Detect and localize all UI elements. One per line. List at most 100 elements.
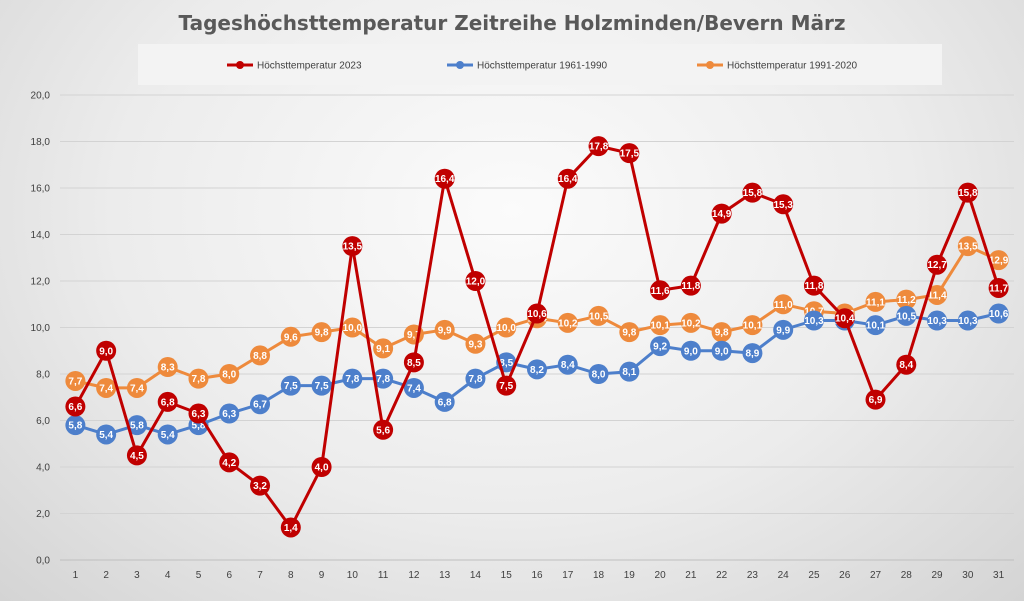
- data-point[interactable]: [742, 182, 763, 203]
- legend-label: Höchsttemperatur 2023: [257, 61, 362, 72]
- data-point[interactable]: [927, 254, 948, 275]
- data-point[interactable]: [803, 275, 824, 296]
- legend-item[interactable]: Höchsttemperatur 1991-2020: [697, 61, 858, 72]
- data-point[interactable]: [834, 308, 855, 329]
- data-point[interactable]: [988, 303, 1009, 324]
- data-point[interactable]: [680, 312, 701, 333]
- data-point[interactable]: [557, 354, 578, 375]
- data-label: 9,8: [715, 328, 729, 339]
- data-point[interactable]: [465, 333, 486, 354]
- data-point[interactable]: [619, 361, 640, 382]
- data-label: 10,6: [989, 309, 1009, 320]
- data-point[interactable]: [65, 415, 86, 436]
- data-point[interactable]: [126, 415, 147, 436]
- data-label: 8,8: [253, 351, 267, 362]
- legend-item[interactable]: Höchsttemperatur 1961-1990: [447, 61, 608, 72]
- data-point[interactable]: [865, 315, 886, 336]
- data-point[interactable]: [680, 340, 701, 361]
- data-point[interactable]: [803, 310, 824, 331]
- data-point[interactable]: [126, 445, 147, 466]
- data-point[interactable]: [896, 289, 917, 310]
- data-point[interactable]: [250, 475, 271, 496]
- data-point[interactable]: [957, 236, 978, 257]
- data-point[interactable]: [280, 375, 301, 396]
- data-point[interactable]: [865, 291, 886, 312]
- data-point[interactable]: [96, 377, 117, 398]
- data-point[interactable]: [96, 340, 117, 361]
- data-point[interactable]: [588, 305, 609, 326]
- data-point[interactable]: [311, 322, 332, 343]
- data-point[interactable]: [157, 391, 178, 412]
- data-point[interactable]: [650, 336, 671, 357]
- data-point[interactable]: [373, 368, 394, 389]
- data-point[interactable]: [773, 319, 794, 340]
- data-point[interactable]: [742, 343, 763, 364]
- data-point[interactable]: [280, 517, 301, 538]
- data-point[interactable]: [711, 203, 732, 224]
- data-point[interactable]: [373, 419, 394, 440]
- data-point[interactable]: [680, 275, 701, 296]
- data-point[interactable]: [96, 424, 117, 445]
- data-point[interactable]: [403, 377, 424, 398]
- data-point[interactable]: [742, 315, 763, 336]
- data-point[interactable]: [711, 322, 732, 343]
- data-point[interactable]: [342, 368, 363, 389]
- data-point[interactable]: [65, 396, 86, 417]
- plot-area: 7,7 7,4 7,4 8,3 7,8 8,0 8,8 9,6 9,8 10,0 9,1 9,7 9,9…: [65, 136, 1009, 538]
- legend[interactable]: Höchsttemperatur 2023 Höchsttemperatur 19…: [227, 61, 858, 72]
- data-point[interactable]: [711, 340, 732, 361]
- data-point[interactable]: [219, 364, 240, 384]
- data-point[interactable]: [650, 315, 671, 336]
- data-point[interactable]: [434, 168, 455, 189]
- data-point[interactable]: [219, 452, 240, 473]
- series-2[interactable]: 6,6 9,0 4,5 6,8 6,3 4,2 3,2 1,4 4,0 13,5 5,6 8,5 16,…: [65, 136, 1009, 538]
- data-point[interactable]: [126, 377, 147, 398]
- data-point[interactable]: [65, 370, 86, 391]
- data-point[interactable]: [896, 354, 917, 375]
- data-label: 4,0: [315, 463, 329, 474]
- data-point[interactable]: [988, 250, 1009, 271]
- data-point[interactable]: [988, 277, 1009, 298]
- legend-item[interactable]: Höchsttemperatur 2023: [227, 61, 362, 72]
- data-point[interactable]: [557, 312, 578, 333]
- data-point[interactable]: [588, 364, 609, 384]
- data-point[interactable]: [219, 403, 240, 424]
- data-point[interactable]: [434, 391, 455, 412]
- data-point[interactable]: [896, 305, 917, 326]
- data-point[interactable]: [865, 389, 886, 410]
- data-point[interactable]: [957, 182, 978, 203]
- data-point[interactable]: [773, 294, 794, 315]
- data-point[interactable]: [188, 403, 209, 424]
- data-point[interactable]: [557, 168, 578, 189]
- data-point[interactable]: [465, 271, 486, 291]
- data-point[interactable]: [527, 303, 547, 324]
- data-point[interactable]: [465, 368, 486, 389]
- data-point[interactable]: [157, 357, 178, 378]
- data-point[interactable]: [280, 326, 301, 347]
- data-point[interactable]: [311, 457, 332, 477]
- data-point[interactable]: [157, 424, 178, 445]
- data-label: 6,3: [192, 409, 206, 420]
- data-point[interactable]: [927, 310, 948, 331]
- data-point[interactable]: [373, 338, 394, 359]
- data-point[interactable]: [619, 322, 640, 343]
- data-point[interactable]: [773, 194, 794, 215]
- data-point[interactable]: [496, 317, 517, 338]
- data-point[interactable]: [527, 359, 547, 380]
- x-tick-label: 7: [257, 570, 263, 581]
- data-point[interactable]: [496, 375, 517, 396]
- data-point[interactable]: [588, 136, 609, 157]
- data-point[interactable]: [434, 319, 455, 340]
- data-point[interactable]: [342, 317, 363, 338]
- data-point[interactable]: [957, 310, 978, 331]
- data-label: 10,3: [804, 316, 824, 327]
- data-point[interactable]: [188, 368, 209, 389]
- data-point[interactable]: [619, 143, 640, 164]
- data-point[interactable]: [927, 284, 948, 305]
- data-point[interactable]: [250, 394, 271, 415]
- data-point[interactable]: [250, 345, 271, 366]
- data-point[interactable]: [650, 280, 671, 301]
- data-point[interactable]: [403, 352, 424, 373]
- data-point[interactable]: [342, 236, 363, 257]
- data-point[interactable]: [311, 375, 332, 396]
